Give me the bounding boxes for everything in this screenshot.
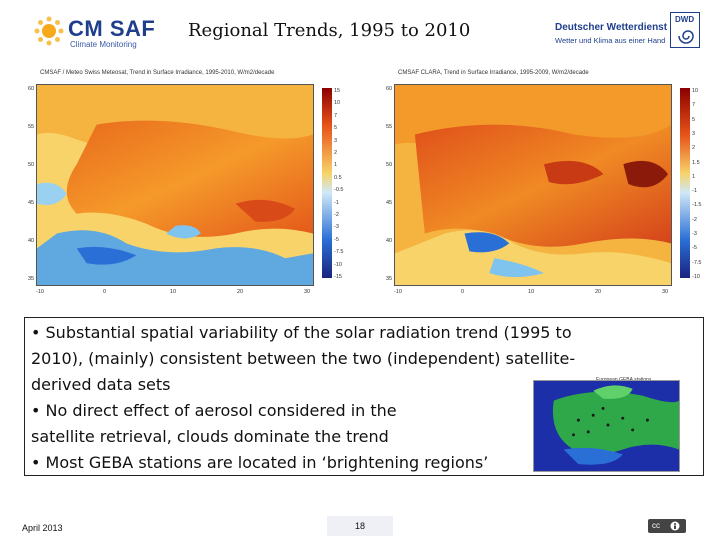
colorbar-tick-label: -5 [334,236,339,243]
colorbar-tick-label: -3 [692,231,697,238]
colorbar-tick-label: -5 [692,245,697,252]
colorbar-tick-label: 1 [334,162,338,169]
map-panel-meteosat: CMSAF / Meteo Swiss Meteosat, Trend in S… [28,70,350,300]
colorbar-tick-label: -10 [334,261,342,268]
attribution-icon [670,521,680,531]
x-tick-label: 20 [595,289,602,295]
y-tick-label: 45 [28,200,35,206]
x-tick-label: 0 [103,289,107,295]
footer-date: April 2013 [22,523,63,533]
bullet-line: • No direct effect of aerosol considered… [31,401,397,420]
cmsaf-logo-subtext: Climate Monitoring [70,40,137,49]
x-tick-label: 10 [170,289,177,295]
y-tick-label: 55 [386,124,393,130]
y-tick-label: 45 [386,200,393,206]
colorbar-tick-label: -2 [692,216,697,223]
x-tick-label: 0 [461,289,465,295]
sun-logo-icon [34,16,64,46]
dwd-logo: Deutscher Wetterdienst Wetter und Klima … [555,12,705,52]
y-tick-label: 50 [28,162,35,168]
colorbar-tick-label: 7 [334,112,338,119]
bullet-line: derived data sets [31,375,171,394]
colorbar-tick-label: -3 [334,224,339,231]
slide-title: Regional Trends, 1995 to 2010 [188,20,471,41]
colorbar-tick-label: 10 [692,88,699,94]
colorbar-tick-label: 15 [334,88,341,94]
y-tick-label: 40 [28,238,35,244]
colorbar-tick-label: -2 [334,212,339,218]
dwd-name: Deutscher Wetterdienst [555,22,668,33]
colorbar [322,88,332,278]
geba-stations-map [533,380,680,472]
page-number: 18 [327,516,393,536]
colorbar-tick-label: 5 [334,125,338,132]
colorbar-tick-label: -15 [334,274,342,280]
colorbar-tick-label: 5 [692,116,696,123]
colorbar-tick-label: -1.5 [692,202,702,209]
x-tick-label: -10 [36,289,44,295]
colorbar-tick-label: -0.5 [334,187,344,194]
bullet-line: 2010), (mainly) consistent between the t… [31,349,576,368]
map-caption: CMSAF CLARA, Trend in Surface Irradiance… [398,70,589,76]
x-tick-label: 30 [304,289,311,295]
colorbar-tick-label: 7 [692,102,696,109]
colorbar-tick-label: 2 [692,145,696,152]
cmsaf-logo: CM SAF Climate Monitoring [34,14,164,50]
colorbar-tick-label: -7.5 [692,259,702,266]
cc-license-text: cc [652,521,660,530]
colorbar-tick-label: -10 [692,274,700,280]
dwd-badge: DWD [670,12,700,48]
bullet-line: • Most GEBA stations are located in ‘bri… [31,453,489,472]
y-tick-label: 60 [386,86,393,92]
cc-license-icon: cc [648,519,686,533]
dwd-spiral-icon [678,30,694,44]
x-tick-label: 30 [662,289,669,295]
x-tick-label: 20 [237,289,244,295]
colorbar-tick-label: -1 [334,199,339,206]
bullet-text-box: • Substantial spatial variability of the… [24,317,704,476]
colorbar-tick-label: -7.5 [334,249,344,256]
map-caption: CMSAF / Meteo Swiss Meteosat, Trend in S… [40,70,275,76]
dwd-badge-text: DWD [675,15,695,24]
colorbar-tick-label: -1 [692,188,697,195]
y-tick-label: 50 [386,162,393,168]
y-tick-label: 35 [28,276,35,282]
bullet-line: • Substantial spatial variability of the… [31,323,572,342]
trend-map-clara [394,84,672,286]
colorbar [680,88,690,278]
colorbar-tick-label: 0.5 [334,174,342,181]
colorbar-tick-label: 3 [692,130,696,137]
dwd-slogan: Wetter und Klima aus einer Hand [555,36,666,45]
colorbar-tick-label: 1 [692,173,696,180]
colorbar-tick-label: 10 [334,100,341,107]
y-tick-label: 60 [28,86,35,92]
y-tick-label: 55 [28,124,35,130]
map-panel-clara: CMSAF CLARA, Trend in Surface Irradiance… [386,70,708,300]
bullet-line: satellite retrieval, clouds dominate the… [31,427,389,446]
cmsaf-logo-text: CM SAF [68,16,156,41]
colorbar-tick-label: 2 [334,150,338,156]
x-tick-label: 10 [528,289,535,295]
y-tick-label: 35 [386,276,393,282]
colorbar-tick-label: 3 [334,137,338,144]
trend-map-meteosat [36,84,314,286]
y-tick-label: 40 [386,238,393,244]
colorbar-tick-label: 1.5 [692,159,700,166]
x-tick-label: -10 [394,289,402,295]
